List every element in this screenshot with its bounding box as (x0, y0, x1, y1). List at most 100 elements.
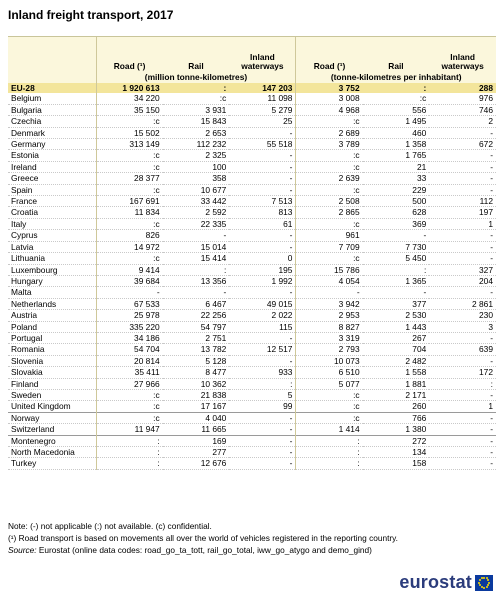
cell: 11 834 (95, 206, 163, 219)
table-row: Norway:c 4 040-:c 766- (8, 411, 496, 425)
cell: 628 (362, 206, 430, 219)
eurostat-logo: eurostat (399, 572, 493, 593)
cell: 556 (362, 104, 430, 117)
cell: 13 356 (162, 275, 230, 288)
cell: 10 362 (162, 378, 230, 390)
cell: 2 751 (162, 332, 230, 345)
flag-star (478, 581, 480, 584)
cell: : (229, 378, 296, 390)
table-row: Finland 27 966 10 362:5 077 1 881: (8, 378, 496, 390)
row-label: Croatia (8, 206, 96, 219)
cell: :c (295, 115, 363, 128)
note-road: (¹) Road transport is based on movements… (8, 533, 398, 543)
table-row: Ireland:c 100-:c 21- (8, 161, 496, 174)
cell: 195 (229, 264, 296, 276)
row-label: Slovakia (8, 366, 96, 379)
note-source: Source: Eurostat (online data codes: roa… (8, 544, 398, 556)
flag-star (480, 577, 483, 580)
cell: :c (95, 389, 163, 402)
table-row: Slovenia 20 814 5 128-10 073 2 482- (8, 355, 496, 368)
cell: 1 881 (362, 378, 430, 390)
cell: 1 365 (362, 275, 430, 288)
cell: 933 (229, 366, 296, 379)
cell: 826 (95, 229, 163, 242)
row-label: Italy (8, 218, 96, 231)
cell: - (229, 332, 296, 345)
cell: - (229, 411, 296, 425)
cell: 54 704 (95, 343, 163, 356)
cell: : (362, 264, 430, 276)
cell: 335 220 (95, 321, 163, 333)
cell: - (362, 229, 430, 242)
unit-label: (tonne-kilometres per inhabitant) (295, 71, 496, 83)
flag-star (483, 576, 485, 579)
note-legend: Note: (-) not applicable (:) not availab… (8, 521, 212, 531)
row-label: Portugal (8, 332, 96, 345)
cell: : (362, 83, 430, 94)
cell: 34 186 (95, 332, 163, 345)
flag-star (487, 579, 490, 581)
cell: - (229, 457, 296, 470)
table-row: Luxembourg 9 414:195 15 786:327 (8, 264, 496, 276)
cell: 167 691 (95, 195, 163, 208)
flag-star (480, 585, 483, 588)
cell: 3 752 (295, 83, 363, 94)
row-label: North Macedonia (8, 446, 96, 459)
table-row: Czechia:c 15 843 25:c 1 495 2 (8, 115, 496, 128)
cell: 961 (295, 229, 363, 242)
table-row: Austria 25 978 22 256 2 022 2 953 2 530 230 (8, 309, 496, 322)
cell: :c (95, 149, 163, 162)
table-row: North Macedonia:277-:134- (8, 446, 496, 459)
cell: :c (295, 252, 363, 265)
cell: 197 (429, 206, 496, 219)
cell: 8 477 (162, 366, 230, 379)
cell: - (229, 149, 296, 162)
cell: 28 377 (95, 172, 163, 185)
cell: 2 865 (295, 206, 363, 219)
table-row: Portugal 34 186 2 751-3 319 267- (8, 332, 496, 345)
cell: : (295, 457, 363, 470)
cell: : (162, 83, 230, 94)
cell: 260 (362, 400, 430, 413)
column-header: Rail (162, 36, 230, 71)
cell: 2 022 (229, 309, 296, 322)
freight-table: Road (¹) Rail Inland waterways Road (¹) … (8, 36, 496, 470)
cell: - (429, 172, 496, 185)
cell: :c (95, 252, 163, 265)
country-column-header (8, 36, 96, 71)
cell: 100 (162, 161, 230, 174)
cell: :c (95, 184, 163, 197)
cell: 229 (362, 184, 430, 197)
table-row: Romania 54 704 13 782 12 517 2 793 704 639 (8, 343, 496, 356)
row-label: France (8, 195, 96, 208)
cell: 15 502 (95, 127, 163, 140)
cell: 49 015 (229, 298, 296, 311)
cell: 158 (362, 457, 430, 470)
cell: - (429, 286, 496, 299)
cell: 169 (162, 434, 230, 448)
cell: : (95, 434, 163, 448)
cell: :c (95, 161, 163, 174)
cell: 313 149 (95, 138, 163, 151)
cell: 6 467 (162, 298, 230, 311)
cell: :c (162, 93, 230, 105)
row-label: Cyprus (8, 229, 96, 242)
cell: 8 827 (295, 321, 363, 333)
cell: 25 978 (95, 309, 163, 322)
cell: - (429, 241, 496, 254)
row-label: Slovenia (8, 355, 96, 368)
table-row: Montenegro:169-:272- (8, 434, 496, 448)
cell: 54 797 (162, 321, 230, 333)
cell: 1 920 613 (95, 83, 163, 94)
table-row: Estonia:c 2 325-:c 1 765- (8, 149, 496, 162)
cell: 277 (162, 446, 230, 459)
cell: 1 992 (229, 275, 296, 288)
cell: 2 482 (362, 355, 430, 368)
cell: 112 232 (162, 138, 230, 151)
row-label: Switzerland (8, 423, 96, 436)
cell: 272 (362, 434, 430, 448)
cell: - (429, 161, 496, 174)
cell: 99 (229, 400, 296, 413)
cell: 2 953 (295, 309, 363, 322)
row-label: Estonia (8, 149, 96, 162)
